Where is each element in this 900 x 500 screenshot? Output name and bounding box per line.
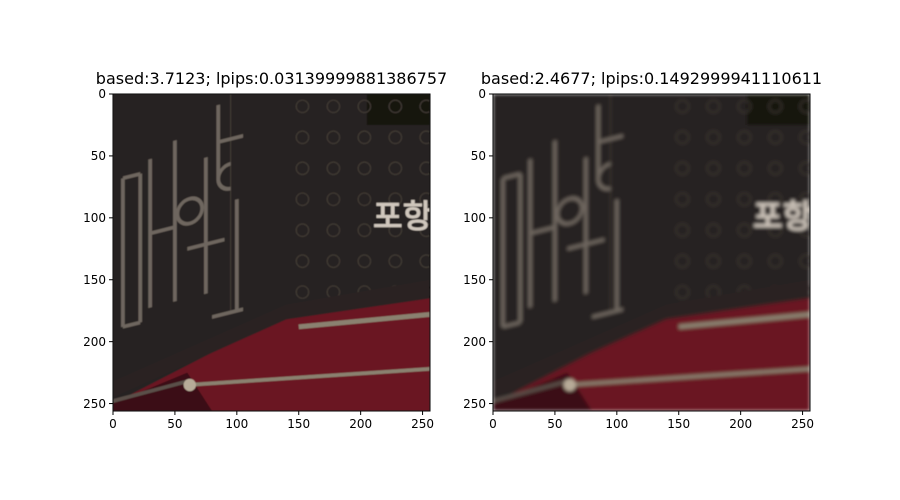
y-tick-label: 200 <box>83 334 106 349</box>
y-tick-label: 0 <box>478 87 486 101</box>
x-tick-label: 50 <box>547 417 563 431</box>
x-tick-label: 150 <box>667 417 691 431</box>
y-tick-label: 150 <box>83 272 106 287</box>
x-tick-label: 200 <box>729 417 753 431</box>
y-tick-label: 100 <box>463 210 486 225</box>
x-tick-label: 250 <box>791 417 815 431</box>
x-tick-label: 100 <box>225 417 249 431</box>
y-tick-label: 250 <box>463 396 486 411</box>
x-tick-label: 200 <box>349 417 373 431</box>
panel-title: based:3.7123; lpips:0.03139999881386757 <box>95 69 448 88</box>
y-tick-label: 50 <box>90 148 106 163</box>
y-tick-label: 250 <box>83 396 106 411</box>
x-tick-label: 50 <box>167 417 183 431</box>
x-tick-label: 250 <box>411 417 435 431</box>
signage-text: 포항 <box>373 198 432 236</box>
panel-title: based:2.4677; lpips:0.1492999941110611 <box>480 69 823 88</box>
y-tick-label: 150 <box>463 272 486 287</box>
y-tick-label: 200 <box>463 334 486 349</box>
x-tick-label: 0 <box>109 417 117 431</box>
y-tick-label: 0 <box>98 87 106 101</box>
signage-text: 포항 <box>753 198 812 236</box>
y-tick-label: 50 <box>470 148 486 163</box>
x-tick-label: 0 <box>489 417 497 431</box>
x-tick-label: 150 <box>287 417 311 431</box>
x-tick-label: 100 <box>605 417 629 431</box>
y-tick-label: 100 <box>83 210 106 225</box>
